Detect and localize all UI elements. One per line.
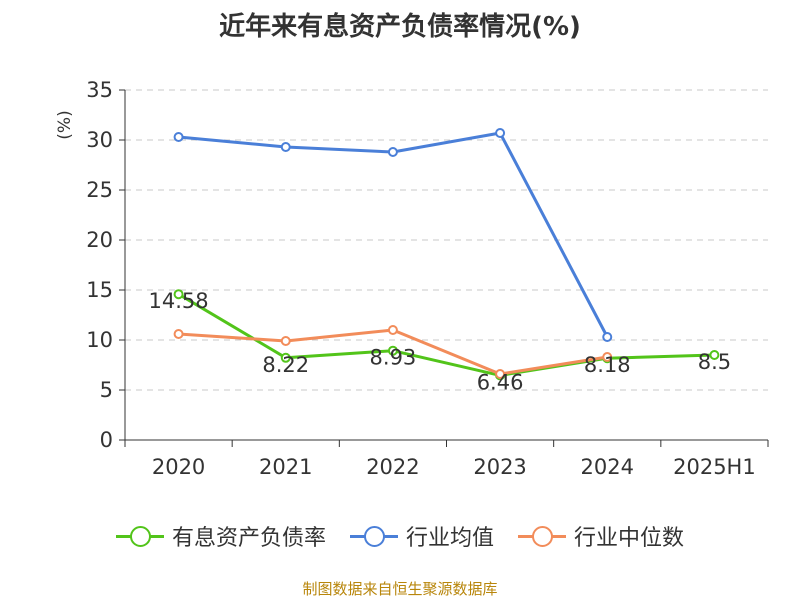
data-point-series-3 [495, 369, 506, 379]
data-point-series-1 [173, 289, 184, 300]
legend-swatch-series-3 [518, 526, 566, 547]
x-tick-label: 2021 [259, 455, 312, 479]
legend-swatch-series-1 [115, 526, 164, 547]
data-point-series-2 [280, 142, 291, 152]
data-label: 8.22 [262, 353, 309, 377]
y-tick-label: 15 [86, 278, 113, 302]
data-source-note: 制图数据来自恒生聚源数据库 [302, 580, 498, 598]
legend-label-series-2: 行业均值 [405, 526, 494, 551]
data-label: 8.18 [584, 353, 631, 377]
data-point-series-2 [387, 147, 398, 157]
y-tick-label: 0 [100, 428, 113, 452]
y-tick-label: 25 [86, 178, 113, 202]
data-point-series-1 [280, 352, 291, 363]
legend-label-series-3: 行业中位数 [574, 526, 685, 551]
legend-item-series-2[interactable]: 行业均值 [349, 520, 494, 552]
y-tick-label: 20 [86, 228, 113, 252]
data-point-series-1 [709, 350, 720, 360]
data-point-series-2 [173, 132, 184, 142]
series-line-1 [177, 292, 715, 377]
y-tick-label: 5 [100, 378, 113, 402]
series-line-2 [178, 131, 609, 338]
data-label: 8.93 [370, 346, 417, 370]
data-point-series-2 [495, 128, 506, 138]
legend-swatch-series-2 [349, 526, 398, 547]
data-point-series-3 [387, 325, 398, 335]
data-label: 14.58 [149, 289, 209, 313]
y-tick-label: 35 [86, 78, 113, 102]
legend-label-series-1: 有息资产负债率 [171, 526, 326, 551]
x-tick-label: 2023 [473, 455, 526, 479]
data-label: 8.5 [698, 350, 731, 374]
y-tick-label: 30 [86, 128, 113, 152]
x-tick-label: 2024 [581, 455, 634, 479]
y-axis-label: (%) [55, 110, 75, 139]
data-point-series-3 [280, 336, 291, 346]
data-label: 6.46 [477, 370, 524, 394]
chart-title: 近年来有息资产负债率情况(%) [219, 12, 581, 42]
x-tick-label: 2025H1 [673, 455, 756, 479]
x-tick-label: 2020 [152, 455, 205, 479]
data-point-series-1 [387, 345, 398, 356]
x-tick-label: 2022 [366, 455, 419, 479]
legend-item-series-1[interactable]: 有息资产负债率 [115, 520, 326, 552]
data-point-series-2 [602, 332, 613, 342]
y-tick-label: 10 [86, 328, 113, 352]
chart-legend: 有息资产负债率 行业均值 行业中位数 [0, 520, 800, 552]
data-point-series-3 [602, 352, 613, 362]
data-point-series-3 [173, 329, 184, 339]
legend-item-series-3[interactable]: 行业中位数 [518, 520, 684, 552]
